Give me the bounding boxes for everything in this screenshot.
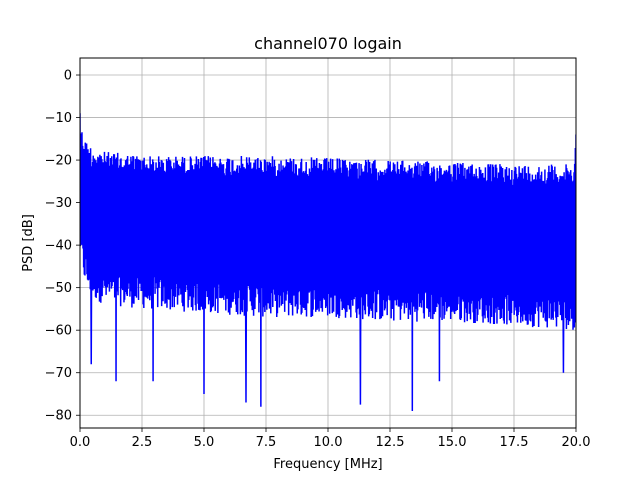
x-tick-label: 10.0 (314, 435, 343, 450)
x-tick-label: 5.0 (194, 435, 215, 450)
x-tick-label: 0.0 (70, 435, 91, 450)
y-tick-label: −10 (45, 111, 72, 126)
chart-title: channel070 logain (254, 34, 402, 53)
x-axis: 0.0 2.5 5.0 7.5 10.0 12.5 15.0 17.5 20.0 (70, 428, 591, 450)
x-tick-label: 17.5 (500, 435, 529, 450)
y-tick-label: −40 (45, 239, 72, 254)
x-tick-label: 12.5 (376, 435, 405, 450)
y-tick-label: −20 (45, 154, 72, 169)
y-axis-label: PSD [dB] (21, 214, 36, 272)
y-tick-label: −60 (45, 324, 72, 339)
x-tick-label: 20.0 (562, 435, 591, 450)
y-tick-label: −50 (45, 281, 72, 296)
x-tick-label: 2.5 (132, 435, 153, 450)
plot-layer (80, 113, 576, 411)
y-tick-label: −80 (45, 409, 72, 424)
y-tick-label: −70 (45, 366, 72, 381)
psd-series-line (80, 113, 576, 411)
x-tick-label: 7.5 (256, 435, 277, 450)
y-tick-label: 0 (64, 69, 72, 84)
x-axis-label: Frequency [MHz] (273, 457, 382, 472)
y-axis: 0 −10 −20 −30 −40 −50 −60 −70 −80 (45, 69, 80, 424)
x-tick-label: 15.0 (438, 435, 467, 450)
y-tick-label: −30 (45, 196, 72, 211)
